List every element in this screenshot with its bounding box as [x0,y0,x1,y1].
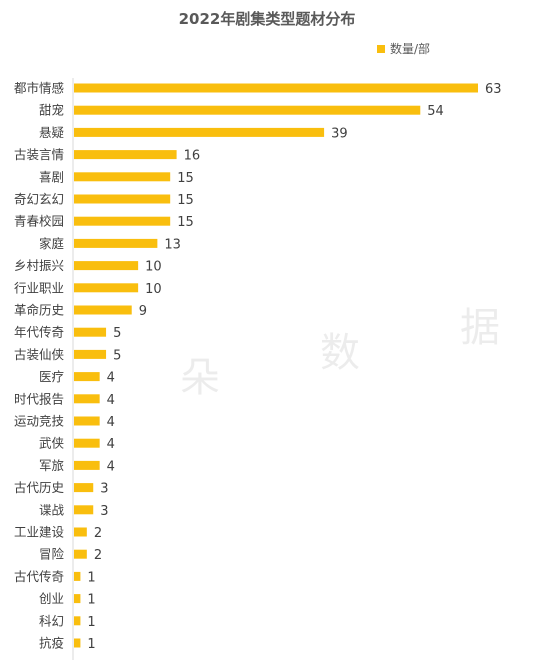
data-label: 2 [94,526,102,541]
watermark-char-3: 据 [460,305,500,351]
bar [74,616,81,626]
data-label: 13 [164,237,181,252]
data-label: 5 [113,348,121,363]
category-label: 喜剧 [39,169,64,184]
category-label: 冒险 [39,547,65,562]
bar [74,527,87,537]
data-label: 4 [107,415,115,430]
data-label: 10 [145,260,162,275]
bar [74,261,139,271]
watermark-char-1: 朵 [180,355,220,401]
bar [74,194,171,204]
bar [74,105,421,115]
data-label: 54 [427,104,444,119]
legend-label: 数量/部 [390,41,430,56]
bar [74,372,100,382]
bar [74,483,94,493]
category-label: 都市情感 [14,81,64,96]
category-label: 抗疫 [39,636,64,651]
category-label: 军旅 [39,458,64,473]
data-label: 15 [177,193,194,208]
bar [74,638,81,648]
bar [74,327,107,337]
legend-swatch [377,45,385,53]
bar [74,460,100,470]
data-label: 1 [87,637,95,652]
category-label: 武侠 [39,436,65,451]
watermark-char-2: 数 [320,330,360,376]
data-label: 2 [94,548,102,563]
data-label: 1 [87,615,95,630]
data-label: 4 [107,393,115,408]
category-label: 青春校园 [14,214,64,229]
category-label: 时代报告 [14,391,64,406]
category-label: 谍战 [39,502,65,517]
category-label: 甜宠 [39,103,64,118]
category-label: 古装言情 [14,147,64,162]
category-label: 悬疑 [39,125,65,140]
category-label: 科幻 [39,613,64,628]
category-label: 家庭 [39,236,65,251]
bar [74,349,107,359]
bar [74,394,100,404]
data-label: 5 [113,326,121,341]
bar [74,416,100,426]
chart-title: 2022年剧集类型题材分布 [179,10,356,28]
data-label: 4 [107,459,115,474]
bar [74,150,177,160]
data-label: 15 [177,215,194,230]
bar [74,594,81,604]
data-label: 15 [177,171,194,186]
category-label: 运动竞技 [14,414,65,429]
bar [74,83,478,93]
category-label: 古代历史 [14,480,65,495]
data-label: 16 [184,149,201,164]
bar [74,238,158,248]
data-label: 4 [107,371,115,386]
category-label: 革命历史 [14,303,65,318]
bar [74,305,132,315]
bar [74,283,139,293]
data-label: 1 [87,593,95,608]
bar [74,172,171,182]
data-label: 1 [87,570,95,585]
category-label: 年代传奇 [14,325,64,340]
category-label: 工业建设 [14,525,65,540]
category-label: 创业 [39,591,64,606]
category-label: 古代传奇 [14,569,64,584]
category-label: 乡村振兴 [14,258,64,273]
data-label: 63 [485,82,502,97]
bar [74,505,94,515]
bar [74,549,87,559]
data-label: 39 [331,126,348,141]
data-label: 3 [100,504,108,519]
data-label: 3 [100,482,108,497]
category-label: 医疗 [39,369,64,384]
category-label: 奇幻玄幻 [14,192,64,207]
bar [74,571,81,581]
data-label: 4 [107,437,115,452]
bar [74,127,325,137]
data-label: 9 [139,304,147,319]
data-label: 10 [145,282,162,297]
bar [74,216,171,226]
category-label: 古装仙侠 [14,347,65,362]
bar [74,438,100,448]
category-label: 行业职业 [14,280,64,295]
